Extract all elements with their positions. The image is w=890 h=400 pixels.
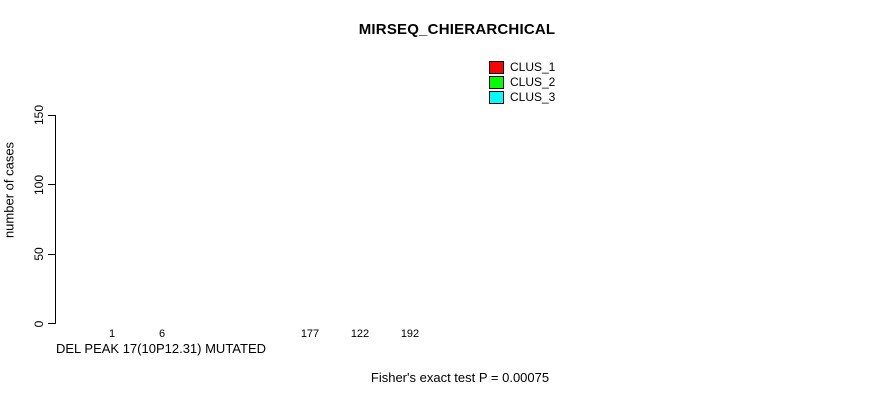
bar-value-label: 1 [108,328,116,340]
bar-value-label: 192 [400,328,420,340]
legend-item-label: CLUS_3 [510,90,556,104]
legend-swatch [489,61,504,74]
x-axis-label: DEL PEAK 17(10P12.31) MUTATED [55,341,267,356]
chart-title: MIRSEQ_CHIERARCHICAL [358,21,556,38]
y-tick [48,253,55,255]
legend-item-label: CLUS_1 [510,60,556,74]
y-tick-label: 100 [32,174,46,195]
legend-item-clus_2: CLUS_2 [489,76,555,89]
y-axis-label: number of cases [1,141,17,239]
y-tick-label: 50 [32,247,46,261]
bar-value-label: 177 [300,328,320,340]
legend-swatch [489,76,504,89]
y-tick-label: 150 [32,104,46,126]
legend-item-label: CLUS_2 [510,75,556,89]
bar-value-label: 6 [158,328,166,340]
bar-value-label: 122 [350,328,370,340]
legend-item-clus_1: CLUS_1 [489,61,555,74]
y-tick [48,114,55,116]
legend: CLUS_1 CLUS_2 CLUS_3 [489,61,555,106]
fisher-test-annotation: Fisher's exact test P = 0.00075 [370,370,550,385]
y-axis-line [55,114,56,324]
legend-item-clus_3: CLUS_3 [489,91,555,104]
y-tick-label: 0 [32,320,46,327]
y-tick [48,184,55,185]
legend-swatch [489,91,504,104]
y-tick [48,323,55,324]
